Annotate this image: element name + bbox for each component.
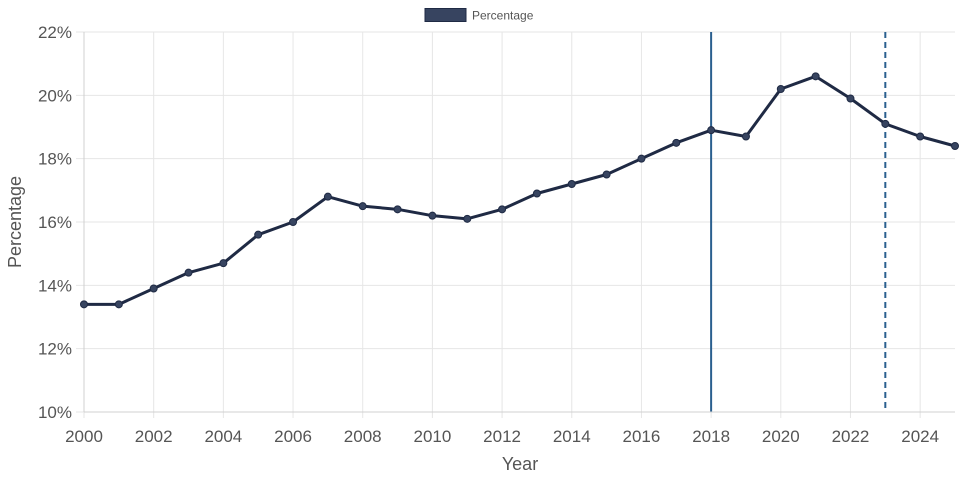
data-point[interactable] [184, 268, 193, 277]
data-point[interactable] [741, 132, 750, 141]
x-tick-label: 2018 [692, 427, 730, 446]
y-tick-label: 12% [38, 340, 72, 359]
series-line [82, 74, 957, 306]
x-tick-label: 2020 [762, 427, 800, 446]
legend-swatch[interactable] [424, 8, 467, 22]
x-tick-label: 2000 [65, 427, 103, 446]
x-tick-label: 2022 [832, 427, 870, 446]
data-point[interactable] [811, 72, 820, 81]
data-point[interactable] [219, 259, 228, 268]
data-point[interactable] [881, 119, 890, 128]
reference-lines [710, 32, 887, 412]
data-point[interactable] [776, 85, 785, 93]
legend-label[interactable]: Percentage [472, 9, 534, 23]
y-tick-label: 10% [38, 403, 72, 422]
y-tick-label: 20% [38, 86, 72, 105]
x-tick-label: 2008 [344, 427, 382, 446]
data-point[interactable] [254, 230, 263, 239]
data-point[interactable] [567, 180, 576, 188]
x-tick-label: 2012 [483, 427, 521, 446]
data-point[interactable] [393, 205, 402, 214]
data-point[interactable] [80, 300, 88, 309]
data-point[interactable] [637, 154, 646, 163]
x-tick-label: 2006 [274, 427, 312, 446]
x-tick-label: 2010 [413, 427, 451, 446]
data-point[interactable] [358, 202, 367, 211]
data-point[interactable] [114, 300, 123, 309]
y-tick-label: 14% [38, 276, 72, 295]
y-tick-label: 22% [38, 23, 72, 42]
data-point[interactable] [951, 142, 959, 150]
y-axis-title: Percentage [5, 176, 25, 268]
x-tick-label: 2016 [623, 427, 661, 446]
x-tick-label: 2002 [135, 427, 173, 446]
grid-layer [76, 31, 955, 418]
y-tick-label: 18% [38, 150, 72, 169]
data-point[interactable] [916, 132, 925, 141]
legend[interactable]: Percentage [424, 8, 534, 23]
data-point[interactable] [672, 138, 681, 147]
data-point[interactable] [289, 218, 298, 226]
x-tick-label: 2024 [901, 427, 939, 446]
series-layer [80, 72, 959, 309]
x-tick-label: 2014 [553, 427, 591, 446]
data-point[interactable] [428, 211, 437, 220]
y-tick-label: 16% [38, 213, 72, 232]
data-point[interactable] [149, 284, 158, 293]
axes: 10% 12% 14% 16% 18% 20% 22% 2000 2002 2004 2006 200… [38, 23, 955, 446]
data-point[interactable] [532, 189, 541, 198]
data-point[interactable] [498, 205, 507, 214]
data-point[interactable] [707, 126, 716, 135]
data-point[interactable] [463, 214, 472, 223]
x-axis-title: Year [502, 454, 538, 474]
data-point[interactable] [323, 192, 332, 201]
x-tick-label: 2004 [204, 427, 242, 446]
data-point[interactable] [846, 94, 855, 103]
data-point[interactable] [602, 170, 611, 179]
